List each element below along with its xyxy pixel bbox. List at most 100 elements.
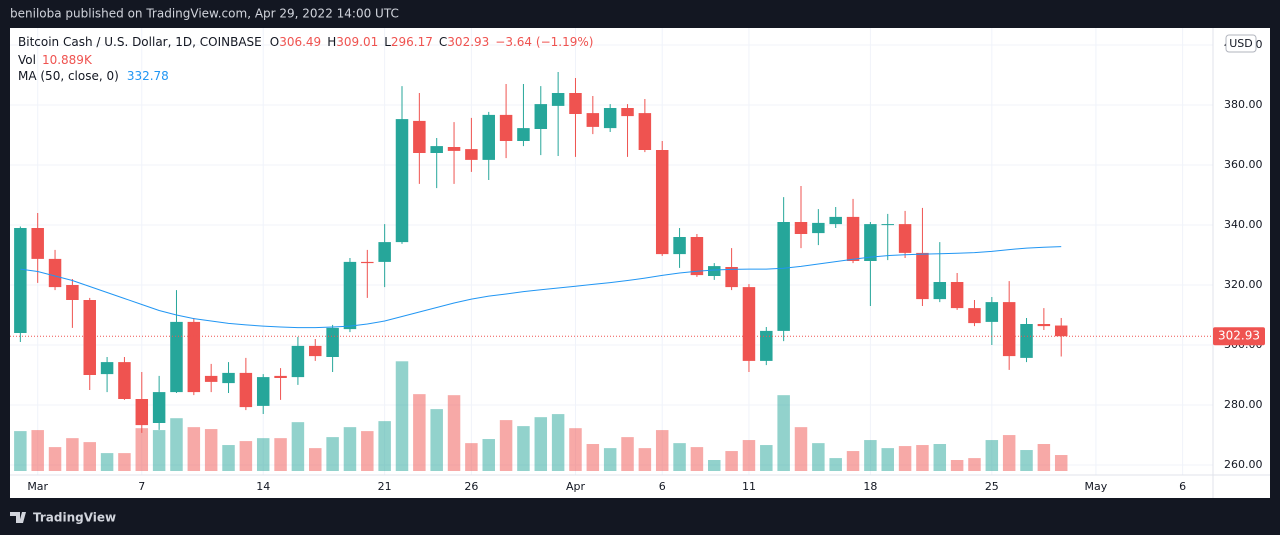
published-note: beniloba published on TradingView.com, A… xyxy=(10,7,399,21)
volume-bar xyxy=(708,460,721,471)
volume-bar xyxy=(83,442,96,471)
y-tick-label: 320.00 xyxy=(1224,278,1263,291)
volume-bar xyxy=(812,443,825,471)
candle-body xyxy=(881,224,894,226)
candle-body xyxy=(170,321,183,393)
volume-bar xyxy=(1037,444,1051,471)
candle-body xyxy=(569,93,582,114)
volume-bar xyxy=(465,443,478,471)
volume-name: Vol xyxy=(18,53,36,67)
volume-bar xyxy=(916,445,929,471)
volume-bar xyxy=(31,430,44,471)
volume-bar xyxy=(430,409,443,471)
legend-ma: MA (50, close, 0) 332.78 xyxy=(18,69,169,83)
y-tick-label: 380.00 xyxy=(1224,98,1263,111)
volume-bar xyxy=(239,441,253,471)
x-tick-label: 7 xyxy=(138,480,145,493)
volume-bar xyxy=(152,430,166,471)
volume-bar xyxy=(655,430,669,471)
candle-body xyxy=(222,372,235,384)
ohlc-value: 296.17 xyxy=(391,35,433,49)
candle-body xyxy=(638,113,652,150)
candle-body xyxy=(742,287,756,361)
candle-body xyxy=(812,222,825,234)
candle-body xyxy=(83,300,96,375)
candle-body xyxy=(864,224,877,261)
volume-bar xyxy=(551,414,565,471)
x-tick-label: 21 xyxy=(378,480,392,493)
candle-body xyxy=(655,150,669,255)
candle-body xyxy=(14,228,27,333)
candle-body xyxy=(447,147,461,151)
volume-bar xyxy=(950,460,964,471)
candle-body xyxy=(239,372,253,408)
candle-body xyxy=(673,237,686,255)
candle-body xyxy=(777,222,790,331)
x-tick-label: 26 xyxy=(464,480,478,493)
x-tick-label: 6 xyxy=(1179,480,1186,493)
candle-body xyxy=(135,399,149,426)
volume-bar xyxy=(482,439,495,471)
candle-body xyxy=(361,261,374,264)
last-price-badge xyxy=(1213,327,1265,346)
ma-name: MA (50, close, 0) xyxy=(18,69,119,83)
volume-bar xyxy=(118,453,131,471)
x-tick-label: 11 xyxy=(742,480,756,493)
candle-body xyxy=(603,108,617,129)
volume-bar xyxy=(742,440,756,471)
change: −3.64 (−1.19%) xyxy=(495,35,593,49)
volume-bar xyxy=(534,417,548,471)
candle-body xyxy=(499,114,513,141)
candle-body xyxy=(985,302,999,322)
volume-bar xyxy=(14,431,27,471)
currency-badge xyxy=(1225,34,1257,53)
x-tick-label: May xyxy=(1085,480,1108,493)
candle-body xyxy=(482,114,495,160)
legend-volume: Vol 10.889K xyxy=(18,53,93,67)
candle-body xyxy=(1054,325,1068,337)
candle-body xyxy=(187,321,201,393)
candle-body xyxy=(933,282,947,300)
volume-bar xyxy=(66,438,79,471)
ohlc-value: 309.01 xyxy=(336,35,378,49)
candle-body xyxy=(760,330,773,361)
symbol: Bitcoin Cash / U.S. Dollar, 1D, COINBASE xyxy=(18,35,262,49)
volume-bar xyxy=(603,448,617,471)
y-tick-label: 280.00 xyxy=(1224,398,1263,411)
candle-body xyxy=(551,93,565,106)
y-tick-label: 260.00 xyxy=(1224,458,1263,471)
candle-body xyxy=(256,377,270,406)
volume-bar xyxy=(933,444,947,471)
volume-bar xyxy=(829,458,842,471)
candle-body xyxy=(31,228,44,259)
volume-bar xyxy=(378,421,391,471)
candle-body xyxy=(413,120,426,153)
x-tick-label: 18 xyxy=(863,480,877,493)
ohlc-value: 302.93 xyxy=(447,35,489,49)
candle-body xyxy=(846,216,860,261)
volume-bar xyxy=(517,426,530,471)
volume-bar xyxy=(638,448,652,471)
x-tick-label: 25 xyxy=(985,480,999,493)
volume-bar xyxy=(794,427,808,471)
candle-body xyxy=(395,119,409,243)
legend: Bitcoin Cash / U.S. Dollar, 1D, COINBASE… xyxy=(18,35,593,83)
volume-bar xyxy=(1020,450,1033,471)
volume-bar xyxy=(499,420,513,471)
volume-bar xyxy=(447,395,461,471)
volume-bar xyxy=(1054,455,1068,471)
candle-body xyxy=(326,327,339,357)
volume-bar xyxy=(187,427,201,471)
candle-body xyxy=(274,375,287,378)
volume-value: 10.889K xyxy=(42,53,93,67)
candle-body xyxy=(309,345,322,357)
volume-bar xyxy=(673,443,686,471)
volume-bar xyxy=(100,453,114,471)
candle-body xyxy=(118,362,131,399)
last-price-label: 302.93 xyxy=(1218,329,1260,343)
volume-bar xyxy=(395,361,409,471)
volume-bar xyxy=(413,394,426,471)
volume-bar xyxy=(777,395,790,471)
